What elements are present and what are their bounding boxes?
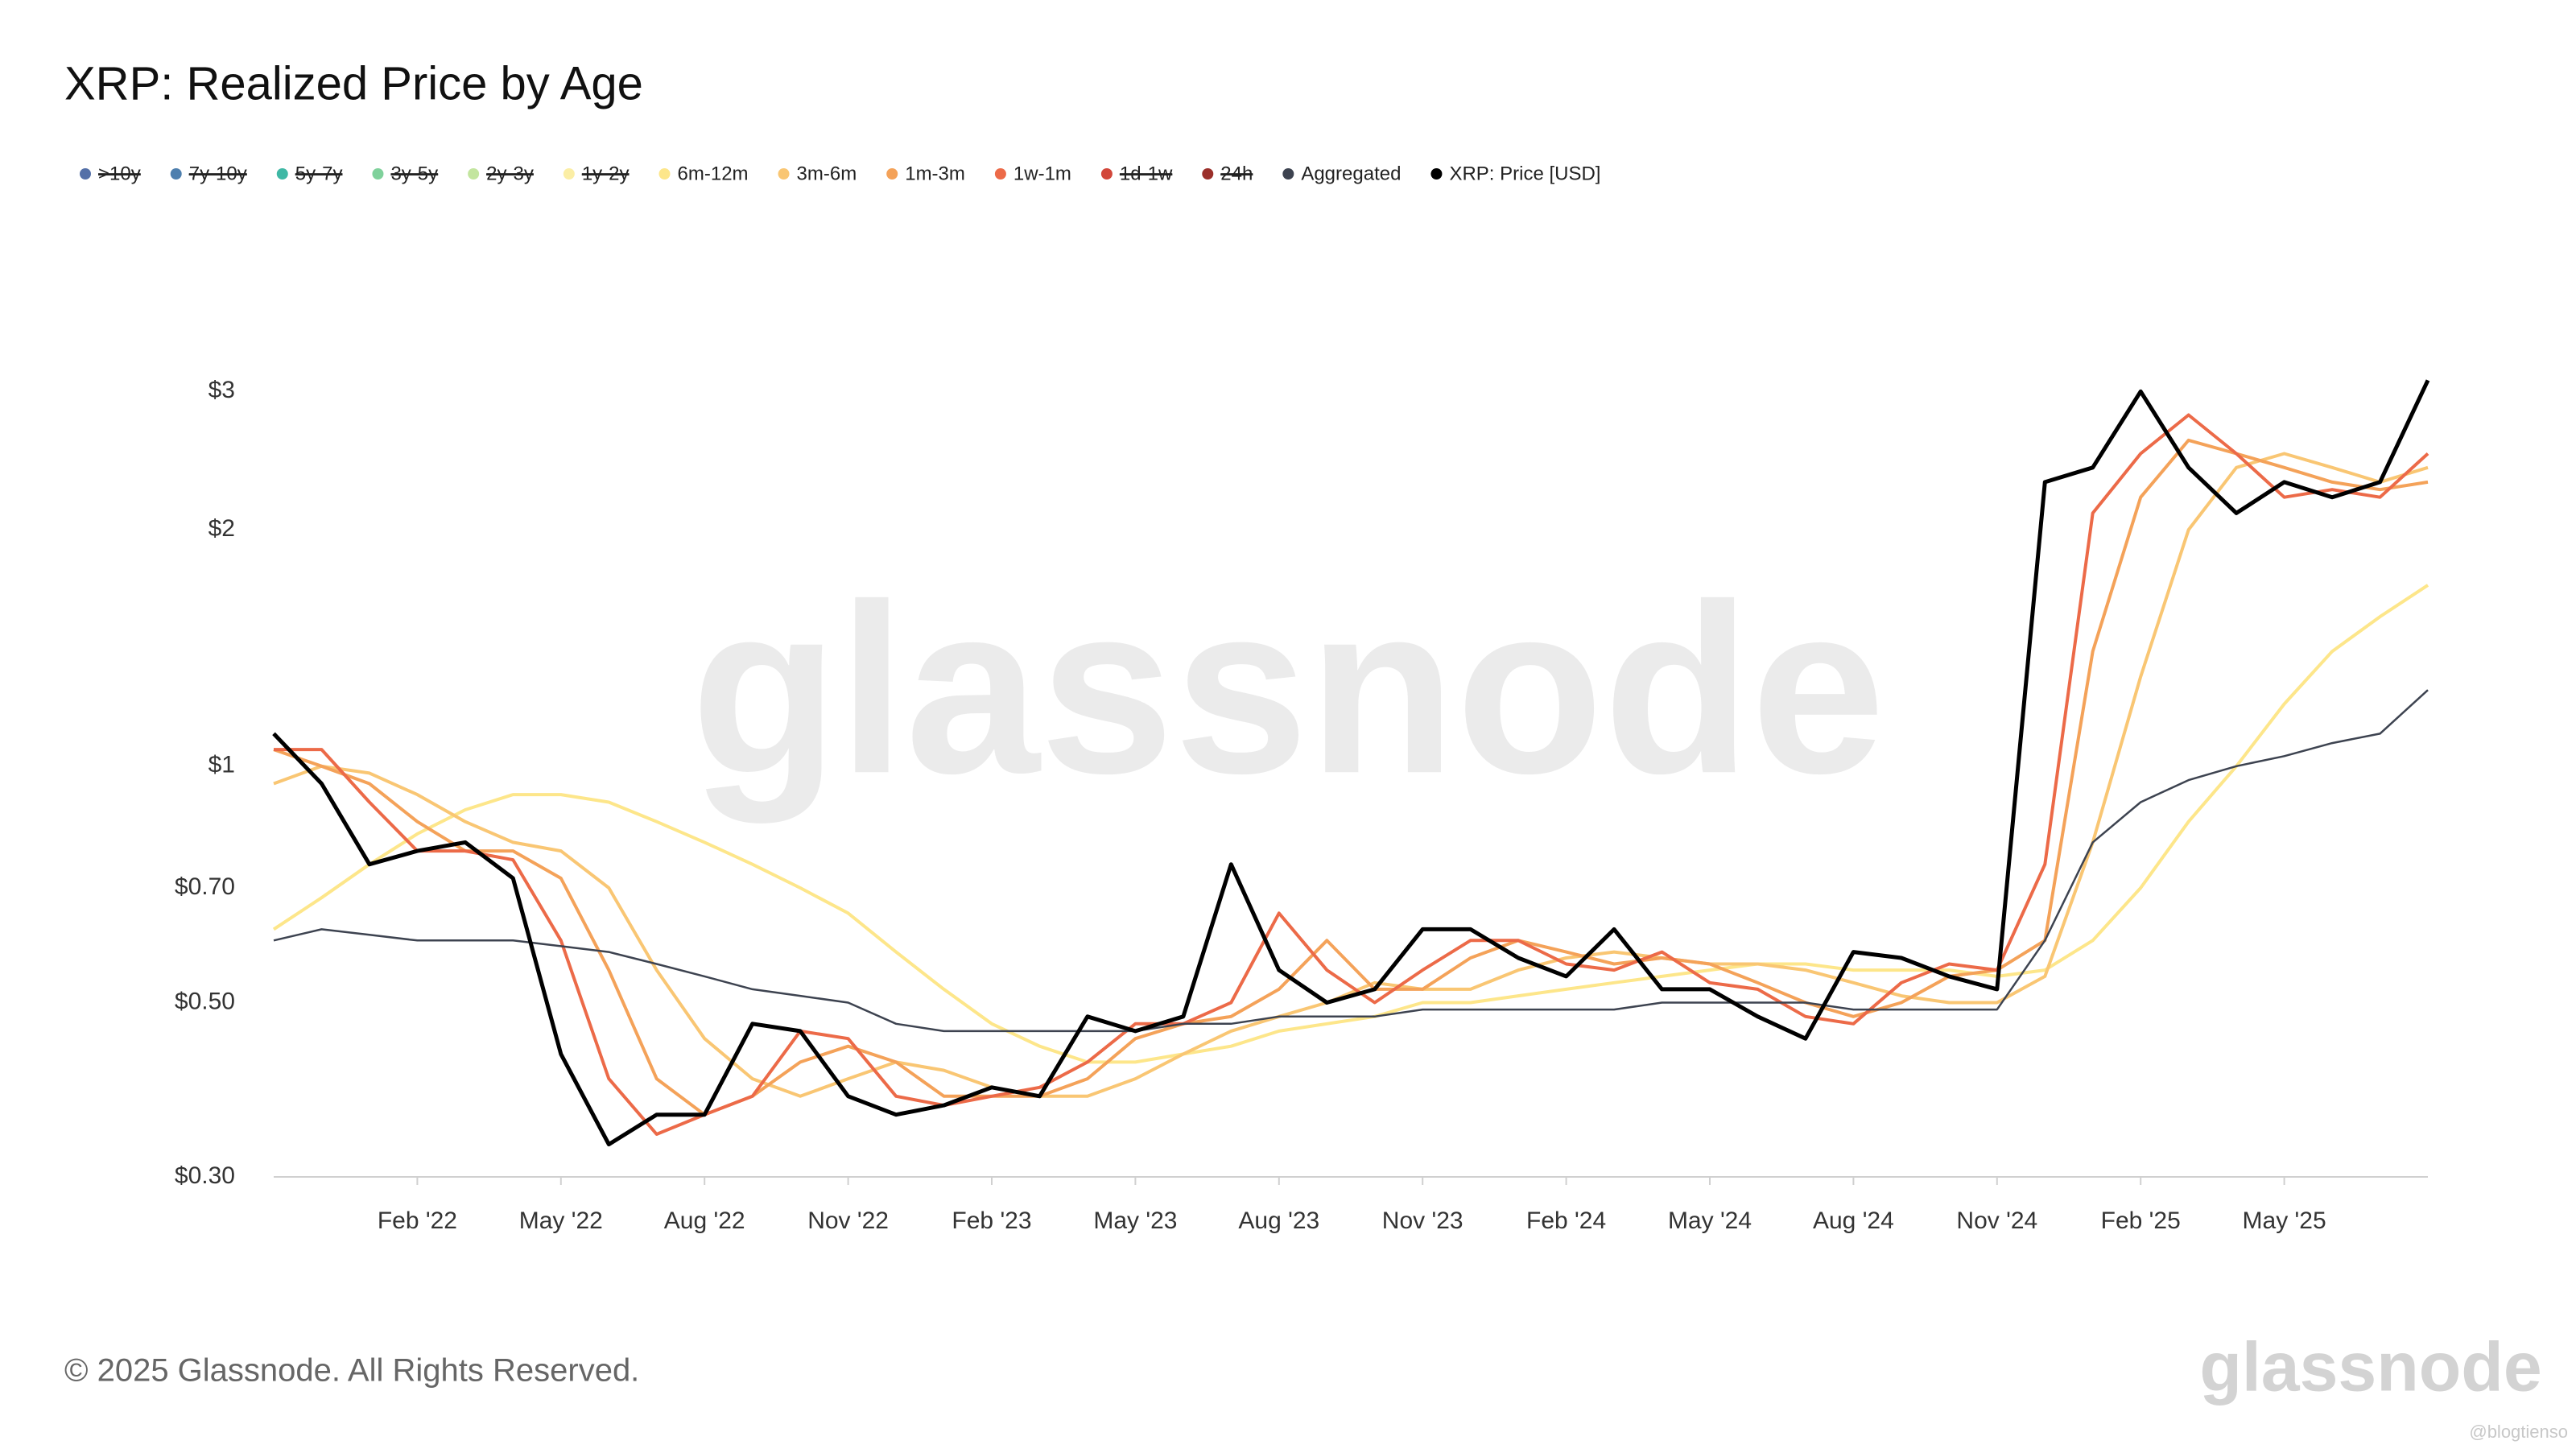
x-tick-label: Feb '23 (952, 1207, 1031, 1234)
legend-dot (170, 168, 182, 180)
x-tick-label: Aug '23 (1238, 1207, 1319, 1234)
legend-item[interactable]: 1m-3m (886, 163, 965, 184)
x-tick-label: Nov '22 (807, 1207, 889, 1234)
legend-dot (372, 168, 384, 180)
series-line (274, 413, 2429, 1136)
legend-dot (778, 168, 790, 180)
copyright: © 2025 Glassnode. All Rights Reserved. (64, 1353, 639, 1389)
legend-label: 1m-3m (905, 163, 965, 184)
series-line (273, 438, 2429, 1117)
legend-label: >10y (98, 163, 141, 184)
legend-dot (1202, 168, 1214, 180)
legend-dot (563, 168, 575, 180)
legend-dot (994, 168, 1006, 180)
legend-item[interactable]: 1d-1w (1100, 163, 1173, 184)
legend: >10y 7y-10y 5y-7y 3y-5y 2y-3y 1y-2y 6m-12m 3m-6… (80, 163, 1600, 184)
y-tick-label: $0.30 (175, 1162, 235, 1189)
legend-label: Aggregated (1301, 163, 1401, 184)
logo: glassnode (2199, 1329, 2541, 1406)
x-tick-label: May '22 (519, 1207, 603, 1234)
legend-item[interactable]: 3m-6m (778, 163, 857, 184)
x-tick-label: Feb '22 (378, 1207, 457, 1234)
source-tag: @blogtienso (2469, 1422, 2568, 1442)
y-tick-label: $1 (208, 752, 235, 778)
legend-item[interactable]: 24h (1202, 163, 1253, 184)
series-line (272, 379, 2430, 1147)
legend-label: 7y-10y (189, 163, 247, 184)
x-tick-label: Aug '24 (1813, 1207, 1894, 1234)
plot-area (272, 379, 2430, 1147)
legend-dot (468, 168, 480, 180)
y-tick-label: $0.50 (175, 988, 235, 1014)
legend-label: 1y-2y (582, 163, 630, 184)
legend-dot (658, 168, 671, 180)
y-tick-label: $0.70 (175, 873, 235, 900)
legend-dot (1430, 168, 1443, 180)
legend-item[interactable]: 1y-2y (563, 163, 630, 184)
x-tick-label: May '24 (1668, 1207, 1752, 1234)
legend-item[interactable]: 2y-3y (468, 163, 534, 184)
legend-dot (1282, 168, 1294, 180)
legend-item[interactable]: Aggregated (1282, 163, 1401, 184)
series-line (273, 452, 2429, 1098)
legend-label: 5y-7y (295, 163, 343, 184)
watermark: glassnode (691, 553, 1885, 825)
legend-dot (1100, 168, 1113, 180)
y-tick-label: $2 (208, 515, 235, 542)
x-tick-label: May '25 (2243, 1207, 2326, 1234)
x-tick-label: May '23 (1093, 1207, 1177, 1234)
legend-item[interactable]: 1w-1m (994, 163, 1071, 184)
legend-item[interactable]: 7y-10y (170, 163, 247, 184)
x-tick-label: Nov '24 (1956, 1207, 2037, 1234)
x-tick-label: Aug '22 (664, 1207, 745, 1234)
legend-label: 3m-6m (797, 163, 857, 184)
legend-label: XRP: Price [USD] (1449, 163, 1600, 184)
legend-item[interactable]: >10y (80, 163, 141, 184)
series-line (272, 584, 2429, 1064)
legend-dot (276, 168, 288, 180)
legend-label: 6m-12m (678, 163, 749, 184)
legend-item[interactable]: 6m-12m (658, 163, 749, 184)
x-tick-label: Feb '24 (1526, 1207, 1606, 1234)
legend-label: 24h (1220, 163, 1253, 184)
x-tick-label: Nov '23 (1382, 1207, 1463, 1234)
series-line (273, 689, 2429, 1033)
legend-label: 2y-3y (486, 163, 534, 184)
legend-label: 3y-5y (390, 163, 438, 184)
x-tick-label: Feb '25 (2101, 1207, 2181, 1234)
chart-title: XRP: Realized Price by Age (64, 57, 643, 109)
legend-item[interactable]: XRP: Price [USD] (1430, 163, 1600, 184)
legend-item[interactable]: 3y-5y (372, 163, 439, 184)
legend-dot (80, 168, 91, 180)
legend-dot (886, 168, 898, 180)
legend-label: 1d-1w (1120, 163, 1173, 184)
y-tick-label: $3 (208, 377, 235, 403)
legend-label: 1w-1m (1013, 163, 1071, 184)
legend-item[interactable]: 5y-7y (276, 163, 343, 184)
